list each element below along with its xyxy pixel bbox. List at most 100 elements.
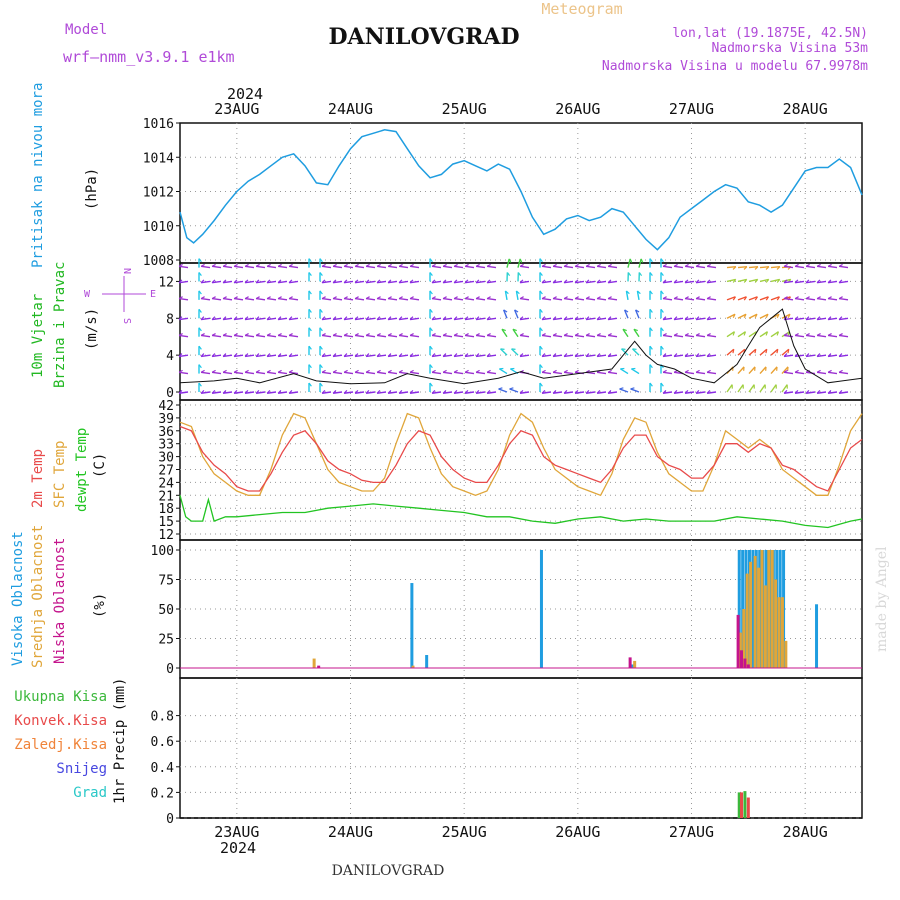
- wind-barb: [827, 354, 838, 358]
- wind-barb-head: [222, 353, 227, 357]
- wind-barb-head: [505, 290, 509, 295]
- wind-barb: [464, 371, 475, 375]
- wind-barb-head: [662, 369, 667, 373]
- wind-barb: [266, 391, 277, 394]
- wind-barb-head: [266, 333, 271, 336]
- wind-barb: [211, 371, 222, 375]
- wind-barb: [706, 265, 717, 269]
- wind-barb: [431, 265, 442, 269]
- wind-barb-head: [662, 316, 667, 320]
- wind-barb: [332, 334, 343, 338]
- wind-barb-head: [277, 333, 282, 336]
- cloud-bar: [757, 567, 761, 668]
- wind-barb: [398, 265, 409, 269]
- wind-barb-head: [308, 272, 312, 276]
- wind-barb-head: [563, 333, 568, 336]
- wind-barb-head: [649, 345, 653, 350]
- wind-barb-head: [409, 279, 414, 284]
- wind-barb: [673, 391, 684, 394]
- wind-barb-head: [695, 279, 700, 284]
- wind-barb-head: [776, 266, 781, 270]
- wind-title-1: 10m Vjetar: [30, 294, 46, 378]
- wind-barb-head: [660, 345, 664, 350]
- wind-barb-head: [706, 279, 711, 284]
- cloud-bar: [628, 657, 632, 668]
- wind-barb: [726, 348, 735, 356]
- wind-barb: [552, 265, 563, 269]
- wind-barb: [607, 265, 618, 269]
- wind-barb: [748, 296, 758, 301]
- wind-barb: [794, 297, 805, 301]
- wind-barb-head: [563, 279, 568, 284]
- wind-barb: [475, 317, 486, 321]
- wind-barb: [574, 334, 585, 338]
- wind-barb-head: [442, 263, 447, 267]
- wind-barb-head: [255, 279, 260, 284]
- wind-barb: [541, 265, 552, 269]
- wind-barb-head: [662, 263, 667, 267]
- wind-barb-head: [541, 333, 546, 336]
- wind-barb-head: [233, 316, 238, 320]
- wind-barb-head: [288, 390, 293, 394]
- wind-barb: [233, 280, 244, 284]
- wind-barb: [574, 297, 585, 301]
- compass-n: N: [121, 268, 132, 274]
- wind-barb: [684, 354, 695, 358]
- wind-barb-head: [211, 316, 216, 320]
- cloud-bar: [770, 550, 774, 668]
- cloud-bar: [630, 664, 634, 668]
- wind-barb-head: [178, 263, 183, 267]
- wind-barb: [816, 297, 827, 301]
- wind-barb: [519, 317, 530, 321]
- wind-barb-head: [660, 382, 664, 387]
- wind-barb: [244, 265, 255, 269]
- wind-barb-head: [319, 308, 323, 313]
- wind-barb: [621, 348, 629, 356]
- wind-barb: [321, 371, 332, 375]
- wind-barb-head: [387, 316, 392, 320]
- wind-barb: [509, 388, 519, 393]
- wind-barb: [673, 265, 684, 269]
- wind-barb: [673, 297, 684, 301]
- wind-barb-head: [321, 369, 326, 373]
- wind-barb-head: [387, 353, 392, 357]
- wind-barb: [759, 265, 770, 269]
- wind-barb: [244, 334, 255, 338]
- wind-barb: [770, 296, 780, 301]
- day-label-top: 25AUG: [442, 100, 487, 118]
- wind-barb-head: [222, 263, 227, 267]
- wind-barb-head: [787, 349, 790, 354]
- wind-barb-head: [673, 333, 678, 336]
- wind-barb: [794, 391, 805, 394]
- temperature-panel: 2m Temp SFC Temp dewpt Temp (C) 12151821…: [30, 399, 863, 543]
- wind-barb-head: [288, 316, 293, 320]
- wind-barb-head: [343, 316, 348, 320]
- wind-barb: [517, 258, 521, 268]
- y-tick-label: 12: [158, 528, 174, 543]
- wind-barb: [737, 265, 748, 269]
- wind-barb-head: [662, 279, 667, 284]
- wind-barb-head: [332, 353, 337, 357]
- wind-barb-head: [649, 308, 653, 313]
- wind-barb: [211, 297, 222, 301]
- wind-barb: [838, 391, 849, 394]
- wind-barb-head: [630, 387, 635, 390]
- wind-barb: [748, 366, 756, 375]
- wind-barb-head: [178, 353, 183, 357]
- wind-barb-head: [200, 333, 205, 336]
- wind-barb: [563, 317, 574, 321]
- wind-barb-head: [475, 333, 480, 336]
- wind-barb: [737, 384, 744, 393]
- wind-barb: [759, 296, 769, 301]
- wind-barb-head: [695, 369, 700, 373]
- wind-barb-head: [332, 333, 337, 336]
- wind-barb: [431, 371, 442, 375]
- wind-barb-head: [387, 296, 392, 300]
- wind-barb: [607, 280, 618, 284]
- wind-barb-head: [539, 258, 543, 263]
- wind-barb-head: [277, 353, 282, 357]
- wind-barb: [607, 317, 618, 321]
- wind-barb-head: [288, 333, 293, 336]
- wind-barb-head: [431, 316, 436, 320]
- wind-barb: [376, 317, 387, 321]
